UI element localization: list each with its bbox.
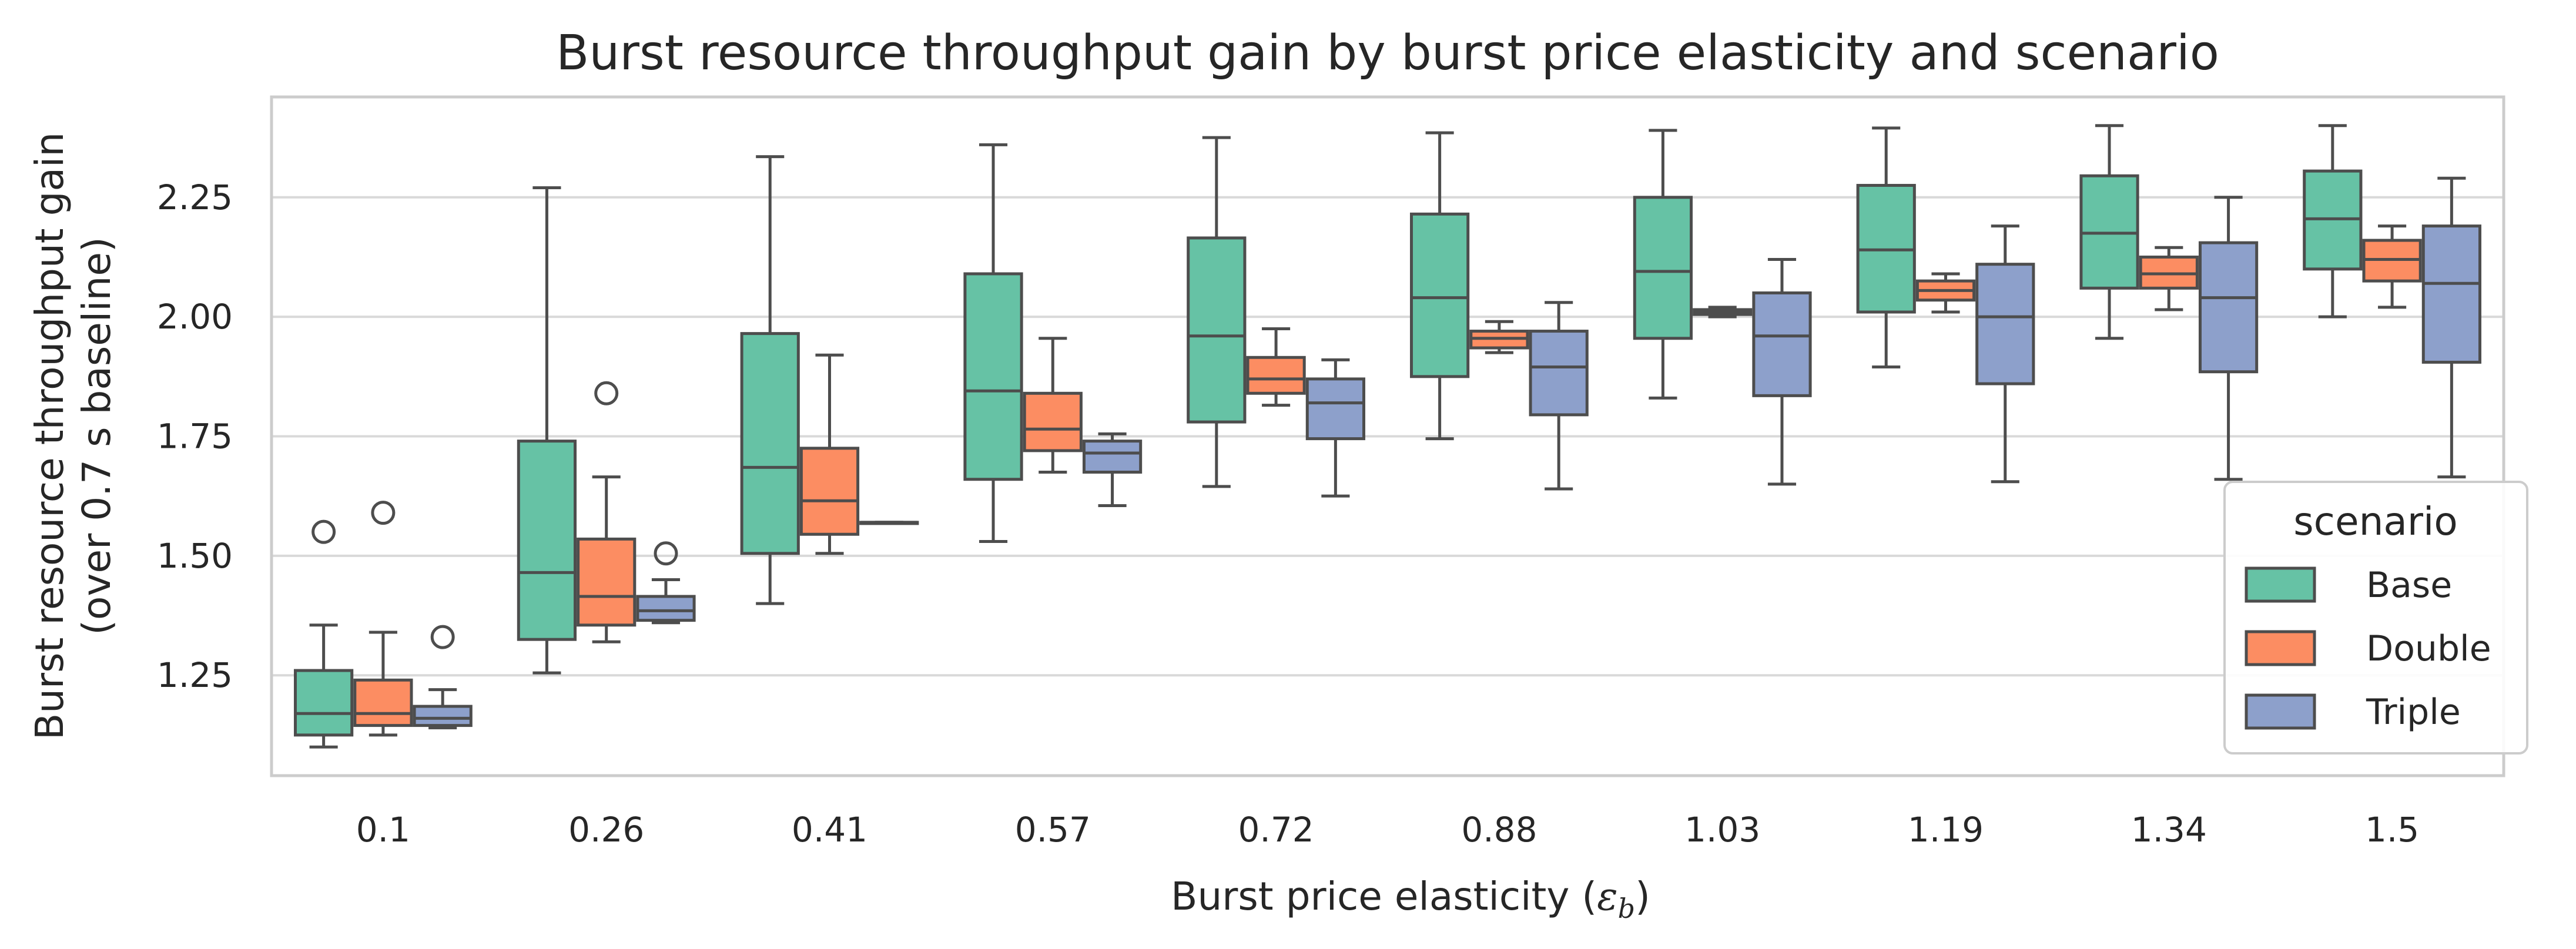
legend-label-double: Double bbox=[2366, 628, 2491, 669]
outlier-point bbox=[594, 381, 619, 405]
box-base bbox=[2303, 124, 2363, 318]
box-triple bbox=[413, 625, 473, 730]
outlier-point bbox=[371, 501, 396, 525]
box-double bbox=[2362, 224, 2422, 309]
box-body bbox=[1023, 391, 1083, 452]
box-double bbox=[799, 353, 860, 555]
box-body bbox=[2198, 241, 2259, 374]
box-body bbox=[1305, 377, 1365, 441]
x-tick-label: 1.03 bbox=[1684, 810, 1760, 850]
box-body bbox=[963, 272, 1023, 481]
y-axis-label-line1: Burst resource throughput gain bbox=[27, 132, 72, 740]
box-body bbox=[740, 332, 800, 555]
x-tick-label: 1.5 bbox=[2365, 810, 2419, 850]
box-base bbox=[1633, 129, 1693, 400]
x-axis-label-symbol: ε bbox=[1597, 874, 1617, 919]
box-body bbox=[799, 447, 860, 536]
box-body bbox=[517, 440, 577, 641]
x-tick-label: 0.88 bbox=[1461, 810, 1537, 850]
y-tick-label: 2.00 bbox=[157, 297, 233, 337]
box-triple bbox=[2421, 176, 2481, 479]
x-tick-label: 0.26 bbox=[568, 810, 644, 850]
x-tick-label: 0.57 bbox=[1015, 810, 1091, 850]
legend-frame bbox=[2223, 481, 2528, 754]
box-triple bbox=[1529, 301, 1589, 491]
x-tick-label: 1.19 bbox=[1908, 810, 1984, 850]
box-triple bbox=[859, 521, 919, 525]
y-tick-label: 1.75 bbox=[157, 417, 233, 457]
box-body bbox=[636, 595, 696, 622]
box-body bbox=[1633, 196, 1693, 340]
x-axis-label: Burst price elasticity (εb) bbox=[1171, 874, 1650, 924]
box-base bbox=[2079, 124, 2139, 340]
box-base bbox=[517, 186, 577, 675]
box-base bbox=[1410, 131, 1470, 441]
legend-swatch-triple bbox=[2245, 693, 2316, 730]
box-base bbox=[963, 143, 1023, 543]
box-body bbox=[1529, 330, 1589, 417]
box-body bbox=[1752, 291, 1812, 397]
box-base bbox=[1856, 126, 1916, 369]
outlier-point bbox=[430, 625, 455, 649]
box-body bbox=[577, 537, 637, 627]
box-double bbox=[2139, 246, 2199, 311]
y-tick-label: 1.25 bbox=[157, 655, 233, 695]
legend-label-triple: Triple bbox=[2366, 692, 2461, 733]
box-body bbox=[1410, 212, 1470, 378]
legend-swatch-double bbox=[2245, 630, 2316, 666]
legend-title: scenario bbox=[2293, 499, 2457, 544]
box-body bbox=[353, 678, 413, 727]
plot-frame bbox=[270, 95, 2505, 777]
box-body bbox=[1975, 263, 2035, 385]
x-axis-label-text: Burst price elasticity ( bbox=[1171, 874, 1597, 919]
box-triple bbox=[1082, 432, 1143, 507]
x-tick-label: 1.34 bbox=[2131, 810, 2207, 850]
box-body bbox=[413, 705, 473, 727]
box-double bbox=[353, 501, 413, 737]
box-double bbox=[1915, 272, 1976, 314]
box-double bbox=[1023, 337, 1083, 474]
x-axis-label-subscript: b bbox=[1618, 893, 1635, 924]
y-axis-label-line2: (over 0.7 s baseline) bbox=[74, 237, 119, 635]
x-axis-label-close: ) bbox=[1635, 874, 1650, 919]
outlier-point bbox=[311, 519, 336, 544]
box-body bbox=[1187, 236, 1247, 424]
x-tick-label: 0.72 bbox=[1238, 810, 1314, 850]
outlier-point bbox=[654, 541, 678, 566]
box-body bbox=[2421, 224, 2481, 364]
y-axis-label: Burst resource throughput gain (over 0.7… bbox=[27, 132, 119, 740]
legend-swatch-base bbox=[2245, 566, 2316, 603]
y-tick-label: 2.25 bbox=[157, 177, 233, 217]
box-triple bbox=[1975, 224, 2035, 484]
box-double bbox=[1246, 327, 1306, 407]
box-triple bbox=[1305, 358, 1365, 498]
x-tick-label: 0.41 bbox=[792, 810, 867, 850]
box-base bbox=[1187, 136, 1247, 488]
box-body bbox=[294, 669, 354, 737]
box-triple bbox=[1752, 258, 1812, 486]
box-triple bbox=[636, 541, 696, 625]
x-tick-label: 0.1 bbox=[356, 810, 410, 850]
box-double bbox=[577, 381, 637, 643]
y-tick-label: 1.50 bbox=[157, 536, 233, 576]
box-double bbox=[1469, 320, 1529, 354]
box-body bbox=[1246, 356, 1306, 395]
box-base bbox=[294, 519, 354, 749]
box-body bbox=[1082, 440, 1143, 474]
box-base bbox=[740, 155, 800, 605]
legend-label-base: Base bbox=[2366, 565, 2452, 606]
box-double bbox=[1693, 306, 1753, 318]
chart-title: Burst resource throughput gain by burst … bbox=[556, 25, 2219, 81]
legend: scenario Base Double Triple bbox=[2223, 481, 2528, 754]
box-triple bbox=[2198, 196, 2259, 481]
